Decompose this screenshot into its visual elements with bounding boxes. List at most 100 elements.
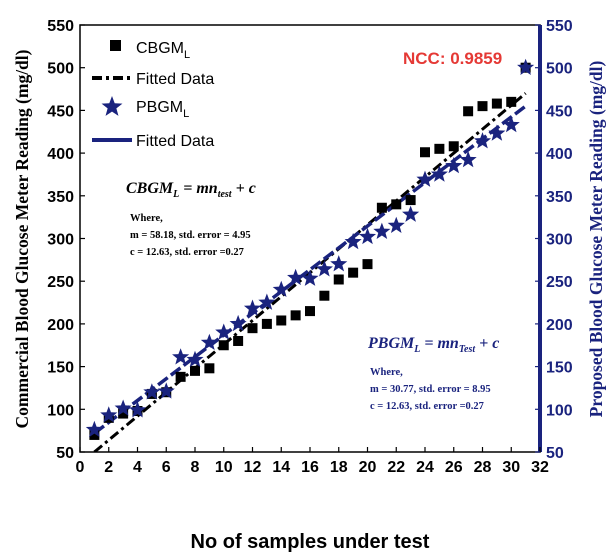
cbgm-point [305, 306, 315, 317]
pbgm-equation-block: PBGML = mnTest + c Where, m = 30.77, std… [367, 335, 499, 412]
x-tick-label: 18 [330, 459, 348, 476]
y-tick-label-right: 500 [546, 61, 573, 78]
y-tick-label-left: 550 [47, 18, 74, 35]
legend-marker-square [110, 40, 121, 51]
y-tick-label-right: 200 [546, 317, 573, 334]
y-tick-label-left: 200 [47, 317, 74, 334]
cbgm-point [405, 195, 416, 206]
y-tick-label-right: 350 [546, 189, 573, 206]
x-axis-title: No of samples under test [191, 531, 430, 553]
legend-marker-star [101, 96, 123, 116]
y-tick-label-left: 100 [47, 402, 74, 419]
x-tick-label: 12 [244, 459, 262, 476]
y-tick-label-right: 550 [546, 18, 573, 35]
y-tick-label-right: 450 [546, 103, 573, 120]
pbgm-point [445, 156, 463, 174]
legend: CBGML Fitted Data PBGML Fitted Data [92, 40, 214, 150]
cbgm-point [477, 101, 488, 112]
cbgm-point [233, 335, 244, 346]
cbgm-point [362, 259, 373, 270]
cbgm-point [506, 96, 517, 107]
x-tick-label: 2 [104, 459, 113, 476]
x-tick-label: 26 [445, 459, 463, 476]
y-tick-label-right: 100 [546, 402, 573, 419]
cbgm-point [290, 310, 301, 321]
y-tick-label-left: 300 [47, 232, 74, 249]
legend-label-fit-black: Fitted Data [136, 71, 214, 88]
cbgm-line2: c = 12.63, std. error =0.27 [130, 247, 244, 258]
x-tick-label: 22 [387, 459, 405, 476]
cbgm-point [247, 323, 258, 334]
y-tick-label-left: 400 [47, 146, 74, 163]
cbgm-point [261, 318, 272, 329]
cbgm-point [204, 363, 215, 374]
pbgm-point [330, 255, 348, 272]
pbgm-point [100, 406, 118, 423]
x-tick-label: 14 [272, 459, 290, 476]
x-tick-label: 8 [191, 459, 200, 476]
cbgm-point [448, 141, 459, 152]
pbgm-point [373, 222, 391, 239]
cbgm-where: Where, [130, 213, 163, 224]
x-tick-label: 0 [76, 459, 85, 476]
pbgm-point [128, 401, 147, 418]
ncc-label: NCC: 0.9859 [403, 49, 502, 68]
x-tick-label: 4 [133, 459, 142, 476]
pbgm-point [172, 348, 190, 365]
y-axis-title-left: Commercial Blood Glucose Meter Reading (… [12, 49, 32, 428]
x-tick-label: 24 [416, 459, 434, 476]
x-tick-label: 16 [301, 459, 319, 476]
pbgm-point [488, 124, 506, 141]
cbgm-point [319, 290, 330, 301]
y-tick-label-right: 300 [546, 232, 573, 249]
pbgm-point [157, 382, 175, 399]
legend-label-fit-blue: Fitted Data [136, 133, 214, 150]
pbgm-point [459, 150, 477, 168]
pbgm-point [200, 333, 218, 350]
y-axis-title-right: Proposed Blood Glucose Meter Reading (mg… [586, 61, 606, 418]
pbgm-point [272, 280, 290, 298]
pbgm-point [258, 293, 276, 310]
x-tick-label: 10 [215, 459, 233, 476]
pbgm-where: Where, [370, 367, 403, 378]
cbgm-point [420, 147, 430, 158]
y-tick-label-left: 250 [47, 274, 74, 291]
pbgm-point [387, 216, 405, 233]
cbgm-point [434, 143, 445, 154]
y-tick-label-left: 50 [56, 445, 74, 462]
y-tick-label-left: 150 [47, 360, 74, 377]
y-tick-label-left: 350 [47, 189, 74, 206]
y-tick-label-right: 50 [546, 445, 564, 462]
cbgm-point [276, 315, 287, 326]
pbgm-point [416, 170, 434, 187]
legend-label-cbgm: CBGML [136, 40, 190, 61]
cbgm-point [376, 202, 387, 213]
pbgm-point [402, 205, 420, 222]
pbgm-line1: m = 30.77, std. error = 8.95 [370, 384, 491, 395]
pbgm-point [301, 269, 319, 286]
pbgm-point [517, 58, 535, 75]
pbgm-point [502, 115, 520, 133]
pbgm-point [114, 399, 132, 416]
x-tick-label: 28 [474, 459, 492, 476]
cbgm-point [348, 267, 359, 278]
cbgm-point [463, 106, 474, 117]
cbgm-point [89, 429, 100, 440]
pbgm-point [344, 232, 362, 250]
pbgm-point [186, 350, 204, 368]
pbgm-equation: PBGML = mnTest + c [367, 335, 499, 355]
y-tick-label-left: 450 [47, 103, 74, 120]
x-tick-label: 30 [502, 459, 520, 476]
pbgm-point [430, 165, 448, 182]
pbgm-point [358, 227, 377, 245]
pbgm-point [315, 260, 333, 277]
pbgm-point [243, 299, 262, 316]
x-tick-label: 20 [359, 459, 377, 476]
cbgm-equation: CBGML = mntest + c [126, 180, 256, 200]
x-tick-label: 32 [531, 459, 549, 476]
y-tick-label-right: 250 [546, 274, 573, 291]
cbgm-line1: m = 58.18, std. error = 4.95 [130, 230, 251, 241]
cbgm-point [333, 274, 344, 285]
cbgm-point [118, 408, 129, 419]
